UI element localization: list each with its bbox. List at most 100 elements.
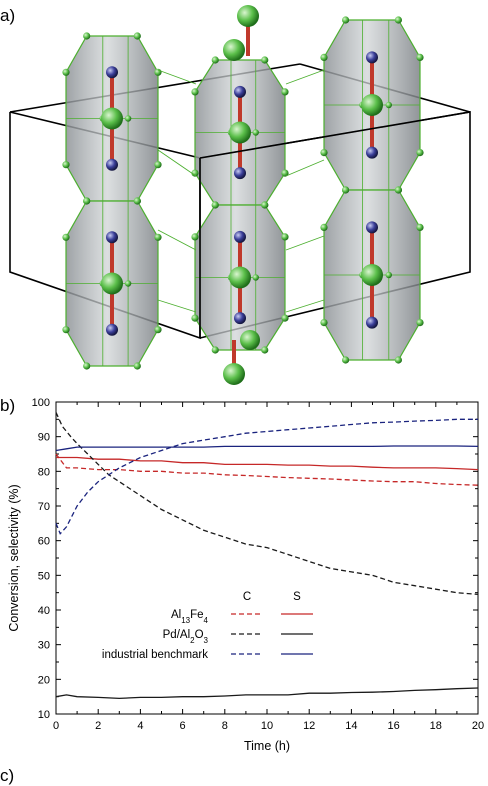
al-cap-atom (223, 39, 245, 61)
legend-entry-label: Al13Fe4 (171, 609, 209, 625)
plot-frame (55, 401, 479, 715)
y-tick-label: 40 (38, 605, 50, 617)
al-center-atom (101, 107, 123, 130)
fe-atom (366, 146, 378, 159)
al-vertex-atom (261, 56, 269, 64)
al-vertex-atom (416, 319, 424, 327)
al-center-atom (101, 272, 123, 295)
x-tick-label: 2 (95, 720, 101, 732)
center-column-cluster (191, 56, 289, 354)
al-cap-atom (240, 330, 260, 350)
al-vertex-atom (154, 161, 162, 169)
al-vertex-atom (281, 169, 289, 177)
al-vertex-atom (62, 233, 70, 241)
x-tick-label: 20 (472, 720, 484, 732)
legend-text-part: O (195, 629, 204, 641)
al-vertex-atom (154, 233, 162, 241)
al-vertex-atom (281, 314, 289, 322)
al-vertex-atom (191, 88, 199, 96)
al-vertex-atom (320, 223, 328, 231)
panel-a-label: a) (0, 6, 16, 25)
legend-text-part: Fe (190, 609, 203, 621)
al-vertex-atom (342, 356, 350, 364)
al-vertex-atom (154, 326, 162, 334)
x-tick-label: 12 (303, 720, 315, 732)
y-tick-label: 80 (38, 466, 50, 478)
al-vertex-atom (191, 314, 199, 322)
fe-atom (366, 221, 378, 234)
al-center-atom (361, 264, 383, 286)
y-tick-label: 90 (38, 432, 50, 444)
bond-link (157, 229, 197, 251)
al-vertex-atom (83, 362, 91, 370)
al-vertex-atom (281, 88, 289, 96)
legend-entry-label: industrial benchmark (102, 649, 208, 661)
y-tick-label: 10 (38, 709, 50, 721)
y-tick-label: 50 (38, 570, 50, 582)
panel-c-label: c) (0, 766, 15, 785)
legend-subscript: 4 (204, 616, 209, 625)
bond-link (157, 69, 197, 85)
al-cap-atom-top (237, 5, 259, 27)
al-vertex-atom (261, 346, 269, 354)
al-vertex-atom (124, 280, 132, 287)
bond-link (157, 299, 197, 313)
legend-subscript: 2 (190, 636, 195, 645)
al-vertex-atom (320, 149, 328, 157)
legend-subscript: 13 (181, 616, 190, 625)
industrial-conversion-line (55, 418, 478, 535)
legend-header-c: C (243, 591, 251, 603)
fe-atom (234, 312, 246, 325)
al-vertex-atom (385, 101, 392, 109)
legend-entry-label: Pd/Al2O3 (163, 629, 209, 645)
al-center-atom (361, 94, 383, 116)
al-vertex-atom (416, 53, 424, 62)
center-capping-atoms (223, 5, 260, 385)
x-tick-label: 0 (53, 720, 59, 732)
bond-link (285, 69, 325, 85)
al13fe4-conversion-line (55, 453, 479, 486)
industrial-selectivity-line (55, 445, 479, 452)
y-tick-label: 70 (38, 501, 50, 513)
fe-atom (234, 167, 246, 180)
y-axis-title: Conversion, selectivity (%) (7, 484, 21, 631)
right-column-cluster (320, 16, 424, 364)
al-vertex-atom (385, 271, 392, 279)
crystal-structure-figure (9, 5, 471, 385)
bond-link (285, 299, 325, 313)
fe-atom (106, 323, 118, 336)
al13fe4-selectivity-line (56, 456, 479, 471)
al-vertex-atom (252, 129, 259, 136)
al-vertex-atom (394, 186, 402, 194)
al-cap-atom-bottom (223, 363, 245, 385)
x-tick-label: 4 (137, 720, 143, 732)
al-vertex-atom (252, 274, 259, 281)
al-vertex-atom (191, 233, 199, 241)
x-tick-label: 16 (387, 720, 399, 732)
al-vertex-atom (281, 233, 289, 241)
pd-al2o3-selectivity-line (55, 687, 479, 700)
al-vertex-atom (191, 169, 199, 177)
al-vertex-atom (320, 319, 328, 327)
al-vertex-atom (394, 16, 402, 24)
y-tick-label: 100 (32, 397, 50, 409)
fe-atom (106, 231, 118, 244)
inter-cluster-links (157, 69, 325, 313)
conversion-selectivity-chart: 0 2 4 6 8 10 12 14 16 18 20 10 20 30 40 50 60 70 80 90 100 Ti… (7, 397, 484, 753)
al-vertex-atom (394, 356, 402, 364)
fe-atom (366, 51, 378, 64)
x-tick-label: 14 (345, 720, 357, 732)
al-vertex-atom (62, 68, 70, 76)
fe-atom (234, 85, 246, 98)
x-tick-label: 6 (180, 720, 186, 732)
al-vertex-atom (62, 161, 70, 169)
y-tick-label: 20 (38, 674, 50, 686)
al-vertex-atom (133, 197, 141, 205)
al-vertex-atom (320, 53, 328, 62)
al-vertex-atom (211, 56, 219, 64)
fe-atom (106, 66, 118, 79)
al-vertex-atom (342, 16, 350, 24)
al-vertex-atom (83, 32, 91, 40)
legend-text-part: industrial benchmark (102, 649, 208, 661)
legend: C S Al13Fe4 Pd/Al2O3 industrial benchmark (102, 591, 313, 661)
